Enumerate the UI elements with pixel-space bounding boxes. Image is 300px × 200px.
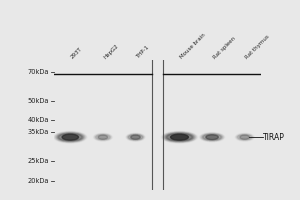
Ellipse shape bbox=[164, 133, 195, 142]
Text: Rat thymus: Rat thymus bbox=[245, 34, 271, 60]
Ellipse shape bbox=[128, 134, 143, 140]
Text: THP-1: THP-1 bbox=[136, 45, 150, 60]
Ellipse shape bbox=[56, 133, 84, 142]
Ellipse shape bbox=[165, 133, 194, 141]
Bar bbox=[152, 60, 163, 190]
Ellipse shape bbox=[164, 132, 195, 142]
Text: Rat spleen: Rat spleen bbox=[212, 36, 236, 60]
Text: 40kDa: 40kDa bbox=[28, 117, 49, 123]
Ellipse shape bbox=[56, 132, 85, 142]
Ellipse shape bbox=[128, 134, 143, 140]
Ellipse shape bbox=[62, 134, 79, 140]
Ellipse shape bbox=[58, 133, 83, 141]
Ellipse shape bbox=[98, 135, 108, 139]
Text: 25kDa: 25kDa bbox=[28, 158, 49, 164]
Ellipse shape bbox=[55, 132, 86, 142]
Ellipse shape bbox=[202, 134, 223, 141]
Text: 35kDa: 35kDa bbox=[28, 129, 49, 135]
Text: 293T: 293T bbox=[70, 47, 84, 60]
Ellipse shape bbox=[240, 135, 250, 139]
Ellipse shape bbox=[166, 133, 193, 141]
Ellipse shape bbox=[57, 133, 83, 141]
Text: 70kDa: 70kDa bbox=[28, 69, 49, 75]
Ellipse shape bbox=[58, 134, 82, 141]
Ellipse shape bbox=[171, 134, 188, 140]
Ellipse shape bbox=[203, 134, 221, 140]
Text: TIRAP: TIRAP bbox=[263, 133, 285, 142]
Text: 50kDa: 50kDa bbox=[28, 98, 49, 104]
Ellipse shape bbox=[167, 134, 192, 141]
Ellipse shape bbox=[206, 135, 218, 140]
Text: HepG2: HepG2 bbox=[103, 43, 120, 60]
Text: 20kDa: 20kDa bbox=[28, 178, 49, 184]
Ellipse shape bbox=[202, 134, 222, 141]
Ellipse shape bbox=[238, 135, 251, 140]
Ellipse shape bbox=[131, 135, 140, 139]
Ellipse shape bbox=[163, 132, 196, 142]
Ellipse shape bbox=[202, 134, 222, 140]
Text: Mouse brain: Mouse brain bbox=[179, 33, 207, 60]
Ellipse shape bbox=[129, 135, 142, 140]
Ellipse shape bbox=[96, 135, 110, 140]
